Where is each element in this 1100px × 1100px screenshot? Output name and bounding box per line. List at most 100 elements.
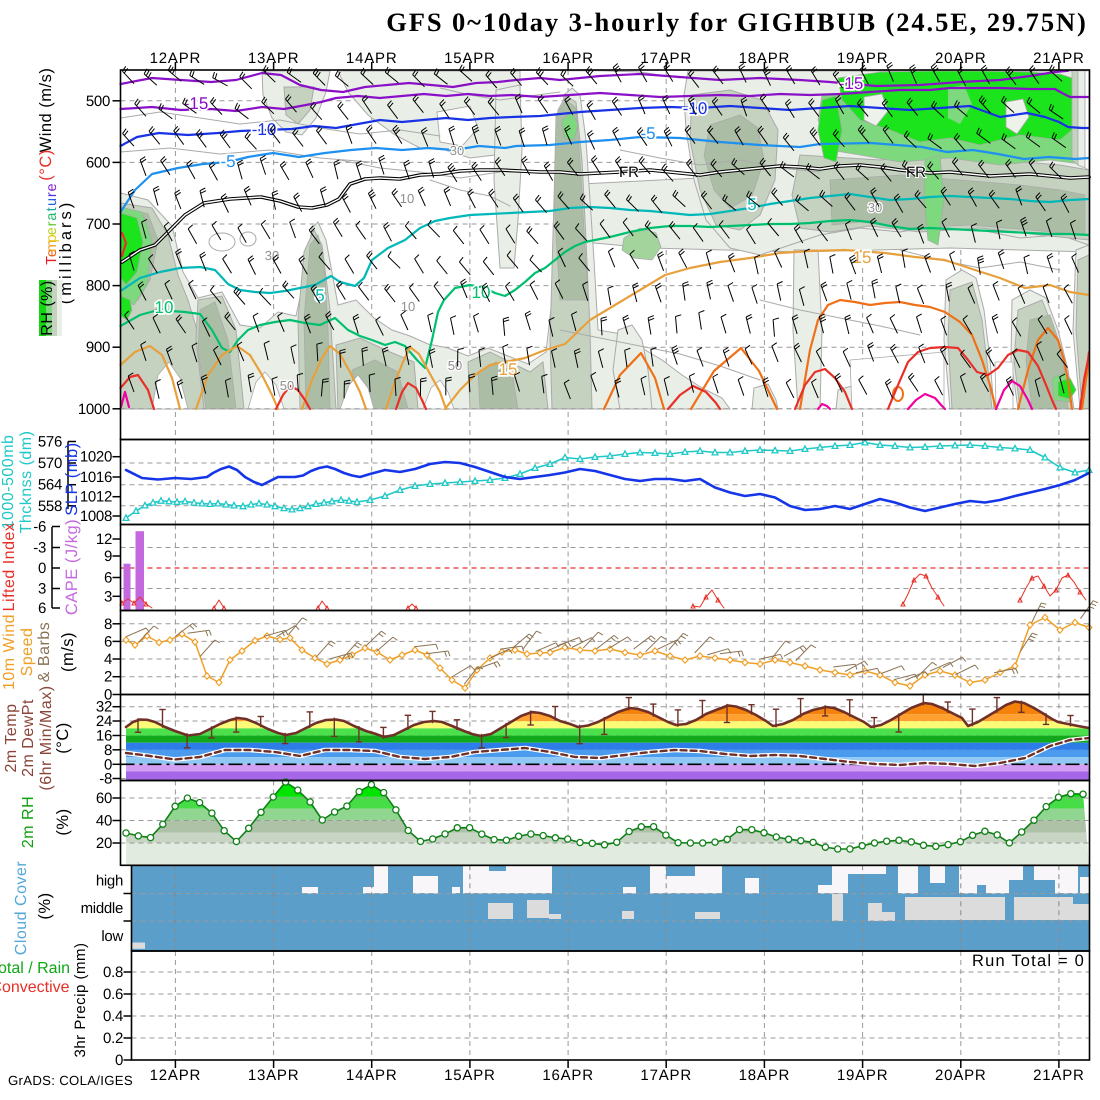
svg-text:t: t — [44, 207, 60, 211]
svg-text:18APR: 18APR — [739, 50, 791, 67]
svg-text:-10: -10 — [252, 120, 277, 139]
svg-text:10: 10 — [401, 299, 415, 314]
svg-text:T: T — [44, 256, 60, 265]
svg-text:1008: 1008 — [80, 508, 112, 525]
svg-text:FR: FR — [906, 164, 926, 181]
svg-text:700: 700 — [86, 216, 110, 233]
svg-text:500: 500 — [86, 93, 110, 110]
svg-text:Cloud Cover: Cloud Cover — [13, 861, 30, 956]
svg-text:600: 600 — [86, 154, 110, 171]
svg-text:570: 570 — [38, 455, 62, 472]
svg-text:0: 0 — [104, 687, 112, 704]
svg-text:60: 60 — [96, 790, 112, 807]
svg-text:50: 50 — [448, 358, 462, 373]
svg-text:0: 0 — [38, 560, 46, 577]
svg-text:u: u — [44, 198, 60, 206]
svg-text:3: 3 — [38, 581, 46, 598]
svg-text:13APR: 13APR — [248, 1067, 300, 1084]
svg-text:2: 2 — [104, 669, 112, 686]
svg-text:-6: -6 — [33, 519, 46, 536]
svg-text:8: 8 — [104, 742, 112, 759]
svg-text:18APR: 18APR — [739, 1067, 791, 1084]
svg-text:Total / Rain: Total / Rain — [0, 960, 70, 977]
svg-text:5: 5 — [315, 286, 324, 305]
svg-text:800: 800 — [86, 278, 110, 295]
svg-text:30: 30 — [868, 200, 882, 215]
svg-text:40: 40 — [96, 813, 112, 830]
svg-text:10: 10 — [400, 191, 414, 206]
svg-text:19APR: 19APR — [837, 50, 889, 67]
svg-text:(6hr Min/Max): (6hr Min/Max) — [38, 685, 55, 790]
svg-text:19APR: 19APR — [837, 1067, 889, 1084]
svg-text:8: 8 — [104, 616, 112, 633]
svg-text:2m RH: 2m RH — [20, 796, 37, 848]
svg-text:-15: -15 — [839, 74, 864, 93]
svg-text:2m Temp: 2m Temp — [3, 703, 20, 772]
svg-text:5: 5 — [747, 195, 756, 214]
svg-text:0.4: 0.4 — [103, 1008, 123, 1025]
svg-text:558: 558 — [38, 498, 62, 515]
svg-text:GrADS: COLA/IGES: GrADS: COLA/IGES — [8, 1073, 133, 1088]
svg-text:& Barbs: & Barbs — [36, 622, 53, 682]
svg-text:15: 15 — [853, 248, 872, 267]
svg-text:0: 0 — [115, 1052, 123, 1069]
svg-text:CAPE (J/kg): CAPE (J/kg) — [63, 519, 81, 615]
svg-text:16APR: 16APR — [542, 1067, 594, 1084]
svg-text:16: 16 — [96, 728, 112, 745]
svg-text:15APR: 15APR — [444, 1067, 496, 1084]
svg-text:16APR: 16APR — [542, 50, 594, 67]
svg-text:-5: -5 — [640, 124, 655, 143]
svg-text:middle: middle — [81, 900, 123, 917]
svg-text:12APR: 12APR — [150, 1067, 202, 1084]
svg-text:Lifted Index: Lifted Index — [1, 523, 18, 612]
svg-text:24: 24 — [96, 713, 112, 730]
svg-text:3: 3 — [104, 588, 112, 605]
svg-text:(%): (%) — [54, 808, 72, 835]
svg-text:-5: -5 — [220, 152, 235, 171]
svg-text:Convective: Convective — [0, 979, 70, 996]
svg-text:564: 564 — [38, 477, 62, 494]
svg-text:1020: 1020 — [80, 449, 112, 466]
svg-text:17APR: 17APR — [640, 50, 692, 67]
svg-text:3hr Precip (mm): 3hr Precip (mm) — [72, 942, 89, 1057]
svg-text:6: 6 — [38, 600, 46, 617]
svg-text:32: 32 — [96, 699, 112, 716]
svg-text:30: 30 — [450, 143, 464, 158]
svg-text:6: 6 — [104, 633, 112, 650]
svg-text:12APR: 12APR — [150, 50, 202, 67]
svg-text:2m DewPt: 2m DewPt — [20, 699, 37, 777]
svg-text:6: 6 — [104, 570, 112, 587]
svg-text:r: r — [44, 192, 60, 197]
svg-text:e: e — [44, 227, 60, 235]
svg-text:0.2: 0.2 — [103, 1030, 123, 1047]
svg-text:900: 900 — [86, 339, 110, 356]
svg-text:20APR: 20APR — [935, 1067, 987, 1084]
svg-text:21APR: 21APR — [1033, 50, 1085, 67]
svg-text:21APR: 21APR — [1033, 1067, 1085, 1084]
svg-text:10m Wind: 10m Wind — [1, 614, 18, 690]
svg-text:-8: -8 — [99, 771, 112, 788]
svg-text:0: 0 — [104, 756, 112, 773]
svg-text:4: 4 — [104, 651, 112, 668]
svg-text:17APR: 17APR — [640, 1067, 692, 1084]
svg-text:high: high — [96, 873, 123, 890]
svg-text:p: p — [44, 234, 60, 242]
svg-text:(millibars): (millibars) — [57, 200, 75, 305]
svg-text:SLP (mb): SLP (mb) — [63, 442, 81, 515]
svg-text:(°C): (°C) — [37, 149, 55, 181]
svg-text:Thcknss (dm): Thcknss (dm) — [18, 431, 35, 534]
svg-text:(%): (%) — [36, 892, 54, 919]
svg-text:13APR: 13APR — [248, 50, 300, 67]
svg-text:Run Total = 0: Run Total = 0 — [972, 952, 1085, 970]
svg-text:Wind (m/s): Wind (m/s) — [37, 68, 55, 153]
svg-text:10: 10 — [155, 298, 174, 317]
svg-text:m: m — [44, 240, 60, 252]
svg-text:576: 576 — [38, 434, 62, 451]
svg-text:low: low — [101, 928, 123, 945]
svg-text:0.8: 0.8 — [103, 964, 123, 981]
svg-text:1012: 1012 — [80, 489, 112, 506]
svg-text:15APR: 15APR — [444, 50, 496, 67]
svg-text:15: 15 — [499, 360, 518, 379]
svg-text:50: 50 — [280, 378, 294, 393]
svg-text:-3: -3 — [33, 540, 46, 557]
